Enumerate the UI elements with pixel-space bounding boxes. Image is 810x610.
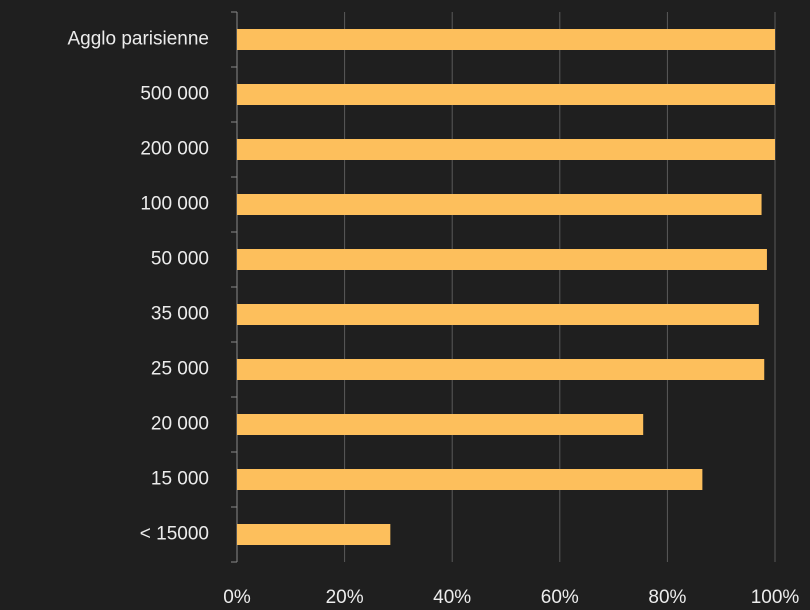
y-tick-label: < 15000 (140, 524, 209, 545)
y-tick-label: 200 000 (140, 139, 209, 160)
bar (237, 524, 391, 545)
x-tick-label: 40% (433, 587, 471, 608)
bar (237, 469, 703, 490)
bar (237, 139, 775, 160)
y-tick-label: 100 000 (140, 194, 209, 215)
bar (237, 194, 762, 215)
x-tick-label: 20% (326, 587, 364, 608)
y-tick-label: 15 000 (151, 469, 209, 490)
bar (237, 249, 767, 270)
bar (237, 29, 775, 50)
x-tick-label: 0% (223, 587, 251, 608)
y-tick-label: 50 000 (151, 249, 209, 270)
y-tick-label: 20 000 (151, 414, 209, 435)
bar (237, 414, 644, 435)
x-tick-label: 60% (541, 587, 579, 608)
y-tick-label: Agglo parisienne (67, 29, 209, 50)
x-tick-label: 100% (751, 587, 800, 608)
bar (237, 304, 759, 325)
y-tick-label: 35 000 (151, 304, 209, 325)
bar (237, 84, 775, 105)
x-tick-label: 80% (648, 587, 686, 608)
y-tick-label: 25 000 (151, 359, 209, 380)
y-tick-label: 500 000 (140, 84, 209, 105)
bar (237, 359, 765, 380)
